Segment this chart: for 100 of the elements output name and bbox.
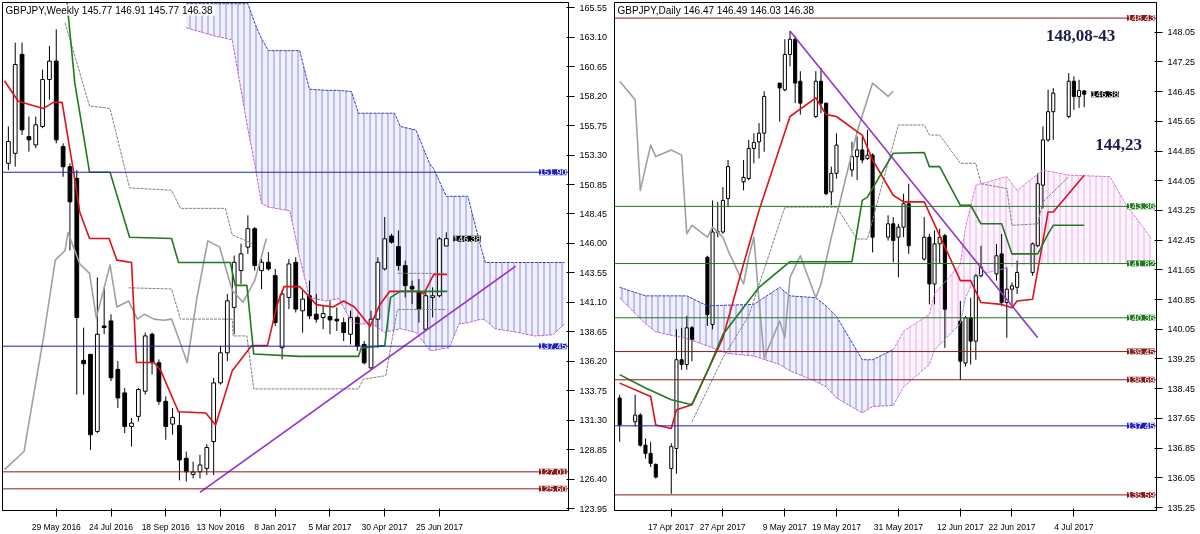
y-tick-label: 150.85 bbox=[579, 179, 608, 190]
candlestick bbox=[5, 125, 11, 171]
candlestick bbox=[341, 317, 347, 342]
y-tick-label: 135.25 bbox=[1167, 502, 1196, 513]
ref-line-label: 127.01 bbox=[538, 466, 567, 477]
chart-title: GBPJPY,Daily 146.47 146.49 146.03 146.38 bbox=[617, 4, 815, 16]
candlestick bbox=[170, 407, 175, 436]
candlestick bbox=[416, 278, 422, 324]
candlestick bbox=[204, 443, 210, 476]
y-tick-label: 142.45 bbox=[1167, 235, 1196, 246]
x-tick-label: 22 Jun 2017 bbox=[988, 521, 1036, 532]
y-tick-label: 146.45 bbox=[1167, 86, 1196, 97]
candlestick bbox=[197, 454, 203, 479]
ref-line-label: 140.36 bbox=[1126, 312, 1155, 323]
y-tick-label: 136.85 bbox=[1167, 443, 1196, 454]
candlestick bbox=[129, 417, 134, 448]
annotation: 146.38 bbox=[1091, 89, 1119, 100]
x-tick-label: 17 Apr 2017 bbox=[648, 521, 695, 532]
y-tick-label: 123.95 bbox=[579, 503, 608, 514]
y-tick-label: 136.20 bbox=[579, 356, 608, 367]
ref-line-label: 137.45 bbox=[538, 341, 567, 352]
y-tick-label: 143.55 bbox=[579, 267, 608, 278]
x-tick-label: 9 May 2017 bbox=[762, 521, 808, 532]
candlestick bbox=[430, 286, 435, 319]
x-tick-label: 30 Apr 2017 bbox=[361, 521, 408, 532]
y-tick-label: 153.30 bbox=[579, 150, 608, 161]
y-tick-label: 160.65 bbox=[579, 61, 608, 72]
line-series bbox=[3, 79, 449, 426]
candlestick bbox=[409, 280, 415, 305]
y-tick-label: 128.85 bbox=[579, 444, 608, 455]
line-series bbox=[892, 169, 1152, 351]
x-tick-label: 31 May 2017 bbox=[873, 521, 924, 532]
candlestick bbox=[313, 293, 319, 324]
x-tick-label: 19 May 2017 bbox=[811, 521, 862, 532]
candlestick bbox=[307, 280, 312, 320]
candlestick bbox=[81, 327, 87, 396]
x-tick-label: 8 Jan 2017 bbox=[254, 521, 297, 532]
y-tick-label: 144.85 bbox=[1167, 146, 1196, 157]
y-tick-label: 145.65 bbox=[1167, 116, 1196, 127]
ref-line-label: 137.45 bbox=[1126, 420, 1155, 431]
y-tick-label: 158.20 bbox=[579, 91, 608, 102]
ref-line-label: 138.69 bbox=[1126, 374, 1155, 385]
y-tick-label: 139.25 bbox=[1167, 353, 1196, 364]
candlestick bbox=[60, 142, 66, 178]
candlestick bbox=[245, 214, 251, 255]
line-series bbox=[619, 286, 894, 361]
y-tick-label: 141.10 bbox=[579, 297, 608, 308]
line-series bbox=[618, 97, 1086, 430]
y-tick-label: 146.00 bbox=[579, 238, 608, 249]
y-tick-label: 141.65 bbox=[1167, 264, 1196, 275]
ref-line-label: 151.90 bbox=[538, 167, 567, 178]
line-series bbox=[618, 80, 895, 359]
line-series bbox=[3, 231, 268, 471]
annotation: 144,23 bbox=[1095, 135, 1142, 155]
x-tick-label: 24 Jul 2016 bbox=[89, 521, 134, 532]
x-tick-label: 18 Sep 2016 bbox=[141, 521, 191, 532]
y-tick-label: 140.05 bbox=[1167, 324, 1196, 335]
y-tick-label: 140.85 bbox=[1167, 294, 1196, 305]
y-tick-label: 138.45 bbox=[1167, 383, 1196, 394]
x-tick-label: 4 Jul 2017 bbox=[1054, 521, 1094, 532]
line-series bbox=[128, 287, 447, 390]
y-tick-label: 137.65 bbox=[1167, 413, 1196, 424]
candlestick bbox=[183, 451, 189, 483]
y-tick-label: 133.75 bbox=[579, 385, 608, 396]
annotation: 148,08-43 bbox=[1045, 26, 1116, 46]
line-series bbox=[691, 124, 1070, 423]
y-tick-label: 148.05 bbox=[1167, 27, 1196, 38]
chart-title: GBPJPY,Weekly 145.77 146.91 145.77 146.38 bbox=[5, 4, 213, 16]
candlestick bbox=[47, 45, 52, 101]
x-tick-label: 5 Mar 2017 bbox=[308, 521, 352, 532]
candlestick bbox=[396, 229, 401, 272]
y-tick-label: 138.65 bbox=[579, 326, 608, 337]
y-tick-label: 131.30 bbox=[579, 415, 608, 426]
candlestick bbox=[689, 325, 694, 362]
x-tick-label: 27 Apr 2017 bbox=[699, 521, 746, 532]
y-tick-label: 155.75 bbox=[579, 120, 608, 131]
annotation: 146.38 bbox=[453, 233, 481, 244]
ref-line-label: 141.82 bbox=[1126, 258, 1155, 269]
y-tick-label: 136.05 bbox=[1167, 472, 1196, 483]
candlestick bbox=[33, 116, 39, 149]
y-tick-label: 148.45 bbox=[579, 208, 608, 219]
x-tick-label: 25 Jun 2017 bbox=[416, 521, 464, 532]
ref-line-label: 148.43 bbox=[1126, 13, 1155, 24]
candlestick bbox=[266, 251, 271, 272]
x-tick-label: 12 Jun 2017 bbox=[936, 521, 985, 532]
ref-line-label: 125.60 bbox=[538, 483, 567, 494]
y-tick-label: 144.05 bbox=[1167, 175, 1196, 186]
x-tick-label: 13 Nov 2016 bbox=[196, 521, 245, 532]
y-tick-label: 163.10 bbox=[579, 32, 608, 43]
candlestick bbox=[26, 116, 32, 153]
y-tick-label: 143.25 bbox=[1167, 205, 1196, 216]
ref-line-label: 135.59 bbox=[1126, 489, 1155, 500]
x-tick-label: 29 May 2016 bbox=[31, 521, 82, 532]
y-tick-label: 147.25 bbox=[1167, 56, 1196, 67]
y-tick-label: 126.40 bbox=[579, 474, 608, 485]
candlestick bbox=[348, 310, 353, 345]
candlestick bbox=[259, 258, 264, 290]
candlestick bbox=[402, 260, 408, 298]
ref-line-label: 139.45 bbox=[1126, 346, 1155, 357]
y-tick-label: 165.55 bbox=[579, 2, 608, 13]
